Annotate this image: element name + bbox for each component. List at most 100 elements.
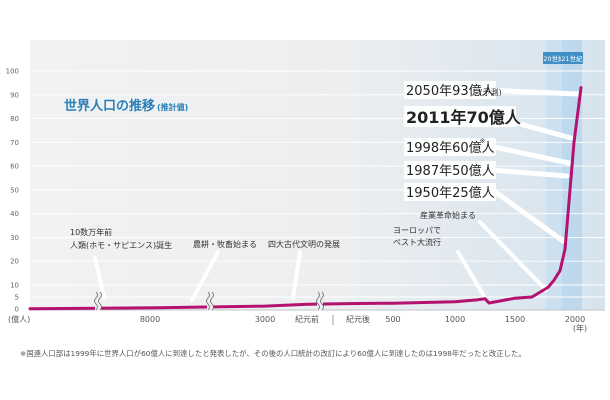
- axis-break-mark: [210, 291, 214, 311]
- axis-break-mark: [316, 291, 320, 311]
- y-tick-label: 100: [6, 68, 19, 76]
- data-point: [488, 302, 490, 304]
- data-point: [484, 297, 486, 300]
- x-unit-label: (年): [573, 323, 587, 333]
- data-point: [571, 165, 573, 167]
- axis-break: [94, 291, 102, 311]
- axis-break: [316, 291, 324, 311]
- axis-break: [206, 291, 214, 311]
- y-tick-label: 20: [10, 258, 19, 266]
- annotation-text: ペスト大流行: [393, 237, 441, 247]
- x-axis: 8000 3000 紀元前 紀元後 500 1000 1500 2000(年): [30, 309, 605, 333]
- plot-background: [30, 40, 605, 310]
- data-point: [564, 248, 566, 251]
- callout-leader: [493, 144, 572, 166]
- x-tick-label: 紀元前: [295, 314, 319, 324]
- axis-break-gap: [317, 291, 323, 311]
- x-tick-label: 紀元後: [346, 314, 370, 324]
- annotation-leader: [190, 250, 220, 302]
- y-tick-label: 5: [15, 294, 19, 302]
- annotation-text: 10数万年前: [70, 227, 112, 237]
- data-point: [454, 301, 456, 303]
- callout-box: [404, 183, 496, 201]
- y-tick-label: 90: [10, 91, 19, 99]
- x-tick-label: 500: [385, 315, 400, 324]
- data-point: [307, 303, 309, 306]
- era-tag: [543, 52, 565, 64]
- annotation-text: 四大古代文明の発展: [268, 239, 340, 249]
- annotation-text: ヨーロッパで: [393, 226, 441, 235]
- callout-text: 1998年60億人: [406, 140, 495, 156]
- annotation: 四大古代文明の発展: [268, 239, 340, 300]
- era-tag: [561, 52, 583, 64]
- y-tick-label: 0: [15, 306, 19, 314]
- chart-titles: 世界人口の推移 (推計値): [64, 98, 188, 114]
- gridlines: [30, 70, 605, 298]
- series-layer: [28, 86, 583, 311]
- data-point: [531, 296, 533, 298]
- callout-leader: [493, 87, 581, 97]
- callout: 1998年60億人※: [404, 137, 572, 166]
- callout-text: 2011年70億人: [406, 108, 522, 127]
- y-tick-label: 40: [10, 210, 19, 218]
- callout-box: [404, 138, 496, 156]
- data-point: [559, 269, 561, 272]
- data-point: [547, 286, 549, 289]
- callout-box: [404, 81, 496, 99]
- callout-leader: [493, 167, 570, 179]
- annotation-leader: [93, 256, 106, 299]
- callout-box: [404, 161, 496, 179]
- axis-break-gap: [207, 291, 213, 311]
- data-point: [264, 305, 266, 307]
- callout-text: 2050年93億人: [406, 83, 495, 99]
- axis-breaks: [94, 291, 324, 311]
- x-tick-label: 1500: [505, 315, 525, 324]
- chart-subtitle: (推計値): [157, 102, 188, 112]
- callout-text: 1950年25億人: [406, 185, 495, 201]
- y-tick-label: 50: [10, 186, 19, 194]
- callout-note: (予測): [480, 87, 502, 97]
- y-tick-label: 80: [10, 115, 19, 123]
- y-tick-label: 10: [10, 282, 19, 290]
- y-tick-label: 30: [10, 234, 19, 242]
- x-tick-label: 8000: [140, 315, 160, 324]
- y-tick-label: 60: [10, 163, 19, 171]
- callout: 2011年70億人: [404, 106, 574, 141]
- axis-break-mark: [206, 291, 210, 311]
- annotation-leader: [478, 220, 548, 292]
- x-tick-label: 3000: [255, 315, 275, 324]
- annotation: 産業革命始まる: [420, 210, 548, 292]
- callout-text: 1987年50億人: [406, 163, 495, 179]
- annotation-leader: [456, 250, 486, 298]
- era-label: 20世紀: [543, 54, 565, 63]
- annotation-text: 産業革命始まる: [420, 210, 476, 220]
- callout: 1987年50億人: [404, 161, 570, 179]
- data-point: [553, 279, 555, 282]
- callout-leader: [493, 189, 566, 244]
- axis-break-mark: [98, 291, 102, 311]
- x-tick-label: 2000: [565, 315, 585, 324]
- y-tick-label: 70: [10, 139, 19, 147]
- callouts: 2050年93億人(予測)2011年70億人1998年60億人※1987年50億…: [404, 81, 581, 244]
- data-point: [157, 307, 159, 309]
- callout: 2050年93億人(予測): [404, 81, 581, 99]
- annotation: 農耕・牧畜始まる: [190, 239, 257, 302]
- data-point: [392, 302, 394, 305]
- data-point: [357, 302, 359, 305]
- callout-note: ※: [480, 137, 486, 145]
- axis-break-mark: [320, 291, 324, 311]
- data-point: [569, 189, 571, 191]
- data-point: [573, 141, 575, 144]
- data-point: [29, 307, 31, 310]
- annotation-text: 農耕・牧畜始まる: [193, 239, 257, 249]
- chart-title: 世界人口の推移: [64, 98, 155, 114]
- callout: 1950年25億人: [404, 183, 566, 244]
- annotation-leader: [291, 250, 302, 300]
- data-point: [476, 299, 478, 301]
- population-series-line: [28, 86, 583, 311]
